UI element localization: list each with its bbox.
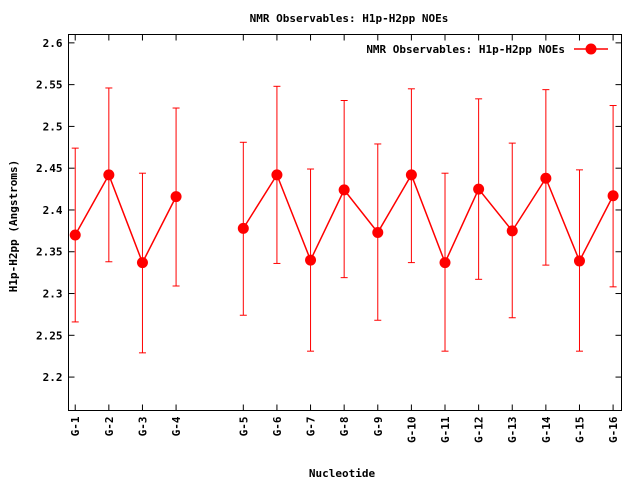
y-tick-label: 2.6: [43, 37, 63, 50]
data-point-marker: [271, 169, 283, 181]
series-line: [242, 173, 614, 265]
x-tick-label: G-3: [136, 417, 149, 437]
data-point-marker: [573, 255, 585, 267]
legend: NMR Observables: H1p-H2pp NOEs: [366, 43, 608, 56]
x-tick-label: G-5: [237, 417, 250, 437]
y-tick-label: 2.25: [36, 329, 63, 342]
x-tick-label: G-14: [540, 416, 553, 443]
legend-label: NMR Observables: H1p-H2pp NOEs: [366, 43, 565, 56]
x-tick-label: G-10: [405, 417, 418, 444]
data-point-marker: [69, 229, 81, 241]
y-tick-label: 2.4: [43, 204, 63, 217]
data-point-marker: [338, 184, 350, 196]
axes-layer: 2.2 2.25 2.3 2.35 2.4 2.45 2.5 2.55 2.6 G-1 G-2 G-3…: [36, 34, 622, 444]
x-tick-label: G-13: [506, 417, 519, 444]
legend-marker-sample: [585, 43, 597, 55]
x-tick-label: G-15: [573, 417, 586, 444]
data-point-marker: [305, 254, 317, 266]
data-point-marker: [170, 191, 182, 203]
data-point-marker: [607, 190, 619, 202]
data-point-marker: [372, 227, 384, 239]
y-tick-label: 2.3: [43, 288, 63, 301]
y-tick-label: 2.45: [36, 162, 63, 175]
x-tick-label: G-8: [338, 417, 351, 437]
x-tick-label: G-12: [473, 417, 486, 444]
y-tick-label: 2.5: [43, 120, 63, 133]
x-tick-label: G-7: [305, 417, 318, 437]
x-tick-label: G-6: [271, 416, 284, 436]
x-tick-label: G-9: [372, 417, 385, 437]
y-tick-label: 2.35: [36, 246, 63, 259]
y-tick-label: 2.55: [36, 79, 63, 92]
data-point-marker: [237, 222, 249, 234]
x-tick-label: G-16: [607, 416, 620, 443]
series-layer: [69, 85, 619, 354]
series-line: [74, 173, 177, 265]
data-point-marker: [103, 169, 115, 181]
y-axis-title: H1p-H2pp (Angstroms): [7, 160, 20, 292]
data-point-marker: [439, 257, 451, 269]
x-tick-label: G-11: [439, 416, 452, 443]
x-axis-title: Nucleotide: [309, 467, 376, 480]
y-tick-label: 2.2: [43, 371, 63, 384]
data-point-marker: [473, 183, 485, 195]
data-point-marker: [136, 257, 148, 269]
data-point-marker: [540, 172, 552, 184]
x-tick-label: G-2: [103, 417, 116, 437]
x-tick-label: G-1: [69, 416, 82, 436]
data-point-marker: [506, 225, 518, 237]
data-point-marker: [405, 169, 417, 181]
plot-area-frame: [68, 34, 622, 411]
chart-title: NMR Observables: H1p-H2pp NOEs: [250, 12, 449, 25]
x-tick-label: G-4: [170, 416, 183, 436]
